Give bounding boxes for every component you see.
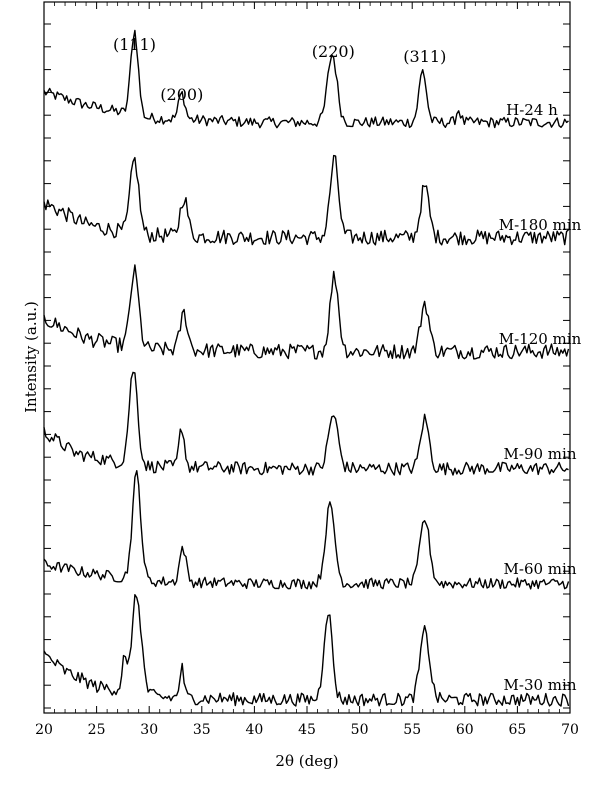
series-line xyxy=(43,264,570,360)
x-tick-label: 70 xyxy=(561,722,579,738)
series-line xyxy=(43,29,569,129)
x-tick-label: 65 xyxy=(508,722,526,738)
x-tick-label: 30 xyxy=(140,722,158,738)
x-tick-label: 50 xyxy=(351,722,369,738)
x-tick-label: 55 xyxy=(403,722,421,738)
y-ticks xyxy=(44,23,570,709)
peak-labels: (111) (200) (220) (311) xyxy=(113,35,446,104)
x-tick-label: 20 xyxy=(35,722,53,738)
series-label: M-120 min xyxy=(499,330,582,348)
series-label: M-60 min xyxy=(504,560,577,578)
x-tick-label: 40 xyxy=(245,722,263,738)
series-line xyxy=(43,470,570,590)
peak-label: (111) xyxy=(113,35,156,54)
peak-label: (200) xyxy=(160,85,203,104)
series-line xyxy=(43,154,569,246)
series-labels: H-24 h M-180 min M-120 min M-90 min M-60 min… xyxy=(499,101,582,694)
series-group xyxy=(43,29,570,707)
x-axis-title: 2θ (deg) xyxy=(275,752,338,770)
series-label: M-30 min xyxy=(504,676,577,694)
series-label: H-24 h xyxy=(506,101,558,119)
x-axis-ticks: 20 25 30 35 40 45 50 55 60 65 70 xyxy=(35,2,579,738)
peak-label: (311) xyxy=(403,47,446,66)
x-tick-label: 35 xyxy=(193,722,211,738)
y-axis-title: Intensity (a.u.) xyxy=(22,301,40,413)
series-label: M-90 min xyxy=(504,445,577,463)
x-tick-label: 25 xyxy=(88,722,106,738)
x-tick-label: 60 xyxy=(456,722,474,738)
series-label: M-180 min xyxy=(499,216,582,234)
series-line xyxy=(43,594,570,707)
x-tick-label: 45 xyxy=(298,722,316,738)
peak-label: (220) xyxy=(312,42,355,61)
series-line xyxy=(43,371,569,476)
